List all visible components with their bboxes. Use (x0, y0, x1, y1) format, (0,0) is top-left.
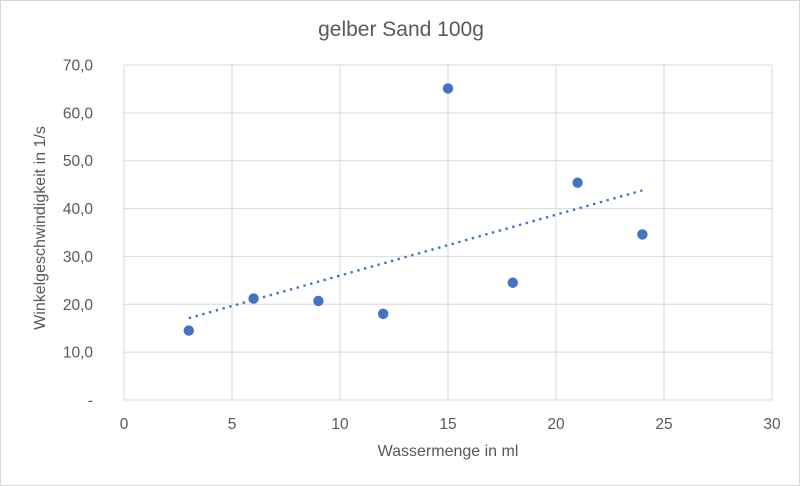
y-tick-label: - (88, 393, 93, 410)
data-point (378, 308, 389, 320)
x-tick-label: 0 (120, 416, 129, 433)
data-point (313, 295, 324, 307)
y-tick-label: 50,0 (63, 153, 94, 170)
data-point (248, 293, 259, 304)
data-point (442, 83, 454, 94)
y-tick-label: 40,0 (63, 201, 94, 218)
x-tick-label: 15 (439, 416, 456, 433)
data-point (572, 177, 583, 188)
y-tick-label: 60,0 (63, 105, 94, 122)
x-tick-label: 5 (228, 416, 237, 433)
y-tick-label: 30,0 (63, 249, 94, 266)
x-axis-title: Wassermenge in ml (377, 443, 519, 460)
trendline (188, 189, 643, 320)
chart-title: gelber Sand 100g (318, 18, 484, 41)
data-point (637, 229, 648, 240)
data-point (507, 277, 518, 288)
data-point (183, 325, 194, 336)
y-tick-label: 10,0 (63, 345, 94, 362)
x-tick-label: 10 (331, 416, 349, 433)
y-tick-label: 70,0 (63, 58, 94, 75)
x-tick-label: 30 (763, 416, 781, 433)
x-tick-label: 25 (655, 416, 672, 433)
y-tick-label: 20,0 (63, 297, 94, 314)
x-tick-label: 20 (547, 416, 565, 433)
